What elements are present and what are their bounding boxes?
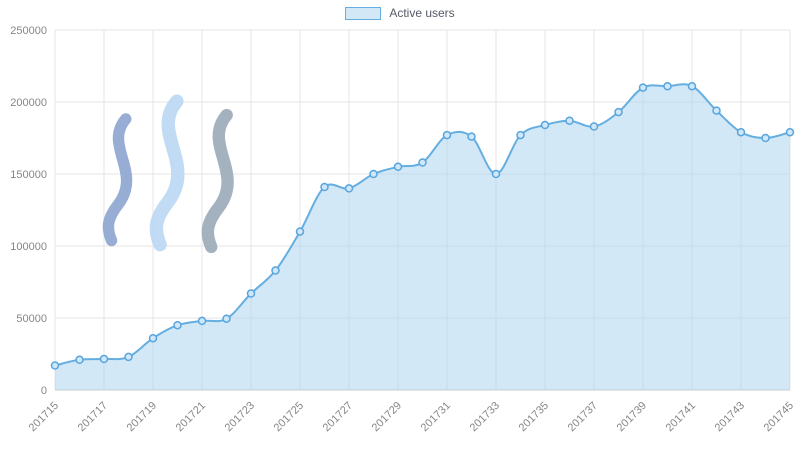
data-point[interactable] <box>75 355 84 365</box>
svg-text:201729: 201729 <box>370 400 404 434</box>
svg-text:201725: 201725 <box>272 400 306 434</box>
data-point[interactable] <box>785 127 795 137</box>
data-point[interactable] <box>197 316 207 326</box>
svg-text:201717: 201717 <box>76 400 110 434</box>
legend-swatch <box>345 6 382 20</box>
svg-text:50000: 50000 <box>16 313 47 325</box>
data-point[interactable] <box>663 81 672 91</box>
svg-text:201731: 201731 <box>419 400 453 434</box>
data-point[interactable] <box>614 107 623 117</box>
svg-text:201743: 201743 <box>713 400 747 434</box>
data-point[interactable] <box>491 169 501 179</box>
data-point[interactable] <box>540 120 550 130</box>
data-point[interactable] <box>50 361 60 370</box>
svg-text:201733: 201733 <box>468 400 502 434</box>
svg-text:201741: 201741 <box>664 400 698 434</box>
data-points[interactable] <box>50 81 795 370</box>
data-point[interactable] <box>638 83 648 92</box>
data-point[interactable] <box>565 116 574 125</box>
data-point[interactable] <box>222 314 231 323</box>
data-point[interactable] <box>712 106 721 115</box>
data-point[interactable] <box>761 133 770 143</box>
data-point[interactable] <box>418 158 427 167</box>
data-point[interactable] <box>271 266 280 275</box>
data-point[interactable] <box>442 130 452 140</box>
svg-text:201719: 201719 <box>125 400 159 434</box>
data-point[interactable] <box>320 182 329 192</box>
data-point[interactable] <box>736 127 746 137</box>
data-point[interactable] <box>295 227 305 236</box>
svg-text:201727: 201727 <box>321 400 355 434</box>
svg-text:150000: 150000 <box>10 169 47 181</box>
data-point[interactable] <box>124 352 133 362</box>
svg-text:0: 0 <box>41 385 47 397</box>
area-fill <box>55 84 790 390</box>
svg-text:201739: 201739 <box>615 400 649 434</box>
legend-label: Active users <box>389 6 455 20</box>
data-point[interactable] <box>393 162 403 172</box>
steem-logo-watermark <box>102 94 234 254</box>
svg-text:201735: 201735 <box>517 400 551 434</box>
data-point[interactable] <box>99 354 109 364</box>
data-point[interactable] <box>369 169 378 179</box>
data-point[interactable] <box>516 130 525 140</box>
data-point[interactable] <box>687 81 697 91</box>
svg-text:201715: 201715 <box>27 400 61 434</box>
data-point[interactable] <box>246 289 256 298</box>
svg-text:200000: 200000 <box>10 97 47 109</box>
chart-legend[interactable]: Active users <box>0 6 800 20</box>
data-point[interactable] <box>148 333 158 343</box>
data-point[interactable] <box>589 122 599 131</box>
data-point[interactable] <box>173 320 182 330</box>
svg-text:100000: 100000 <box>10 241 47 253</box>
svg-text:250000: 250000 <box>10 25 47 37</box>
x-axis-labels: 201715 201717 201719 201721 201723 201725 2017… <box>27 400 796 434</box>
svg-text:201737: 201737 <box>566 400 600 434</box>
svg-text:201723: 201723 <box>223 400 257 434</box>
data-point[interactable] <box>467 132 476 141</box>
y-axis-labels: 0 50000 100000 150000 200000 250000 <box>10 25 47 397</box>
data-point[interactable] <box>344 184 354 193</box>
svg-text:201721: 201721 <box>174 400 208 434</box>
svg-text:201745: 201745 <box>762 400 796 434</box>
